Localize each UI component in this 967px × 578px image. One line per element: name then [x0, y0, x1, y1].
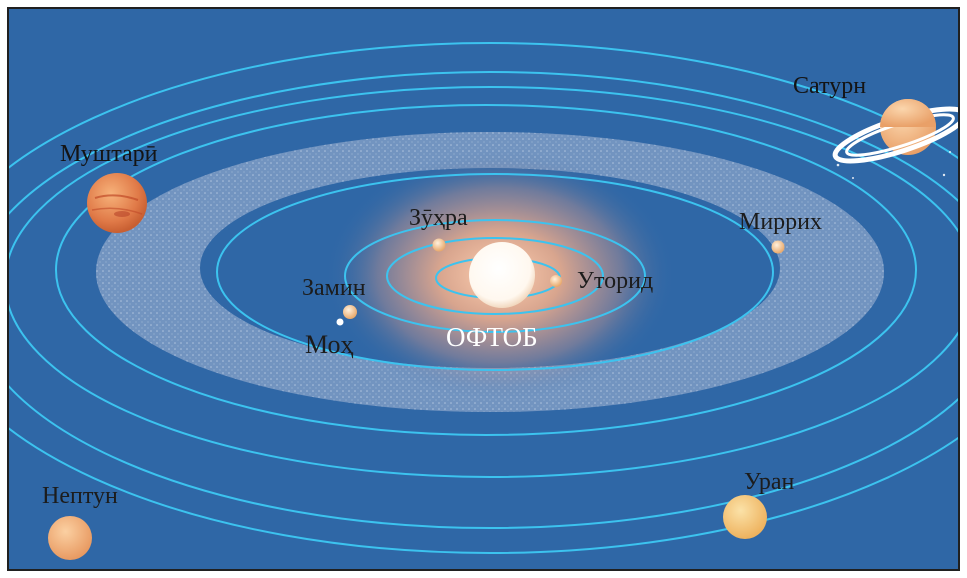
stars [836, 151, 951, 179]
orbit-uranus [8, 71, 959, 529]
planet-saturn [832, 99, 959, 164]
orbit-saturn [8, 86, 959, 478]
outer-orbits [8, 42, 959, 554]
planet-mercury [550, 275, 562, 287]
planet-jupiter [87, 173, 147, 233]
orbit-neptune [8, 42, 959, 554]
label-sun: ОФТОБ [446, 322, 538, 352]
label-mars: Миррих [739, 209, 823, 235]
sun [469, 242, 535, 308]
orbit-earth [344, 219, 646, 333]
label-saturn: Сатурн [793, 73, 867, 99]
label-jupiter: Муштарӣ [60, 141, 158, 167]
label-uranus: Уран [744, 469, 795, 495]
orbit-jupiter [55, 104, 917, 436]
planet-uranus [723, 495, 767, 539]
frame-border [7, 7, 960, 571]
planet-neptune [48, 516, 92, 560]
planet-venus [432, 238, 446, 252]
label-moon: Моҳ [305, 330, 354, 359]
label-venus: Зӯҳра [409, 205, 468, 231]
orbit-venus [386, 237, 604, 315]
planet-mars [771, 240, 785, 254]
planet-earth [343, 305, 357, 319]
label-earth: Замин [302, 275, 366, 301]
orbit-mars [216, 173, 774, 371]
label-mercury: Уторид [577, 268, 654, 294]
label-neptune: Нептун [42, 483, 118, 509]
moon [336, 318, 344, 326]
